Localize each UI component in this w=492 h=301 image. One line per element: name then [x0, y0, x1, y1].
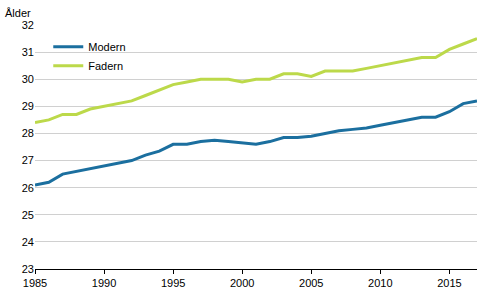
- svg-text:32: 32: [22, 19, 34, 31]
- svg-text:23: 23: [22, 263, 34, 275]
- svg-text:2005: 2005: [299, 277, 323, 289]
- svg-text:29: 29: [22, 100, 34, 112]
- svg-text:28: 28: [22, 127, 34, 139]
- svg-text:Ålder: Ålder: [5, 7, 31, 19]
- svg-text:1995: 1995: [161, 277, 185, 289]
- svg-text:2000: 2000: [230, 277, 254, 289]
- svg-text:24: 24: [22, 236, 34, 248]
- svg-text:25: 25: [22, 209, 34, 221]
- svg-text:31: 31: [22, 46, 34, 58]
- svg-text:30: 30: [22, 73, 34, 85]
- svg-text:Modern: Modern: [88, 41, 125, 53]
- svg-text:Fadern: Fadern: [88, 60, 123, 72]
- svg-text:1990: 1990: [92, 277, 116, 289]
- svg-text:2010: 2010: [368, 277, 392, 289]
- svg-text:27: 27: [22, 154, 34, 166]
- svg-text:2015: 2015: [437, 277, 461, 289]
- svg-text:26: 26: [22, 182, 34, 194]
- svg-text:1985: 1985: [23, 277, 47, 289]
